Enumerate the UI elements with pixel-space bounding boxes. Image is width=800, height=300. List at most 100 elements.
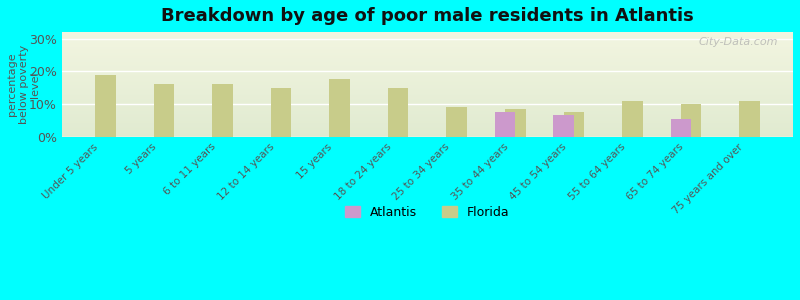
- Bar: [62, 95, 793, 96]
- Bar: [62, 78, 793, 79]
- Bar: [494, 112, 515, 137]
- Bar: [62, 55, 793, 56]
- Bar: [62, 67, 793, 68]
- Bar: [62, 111, 793, 112]
- Bar: [62, 76, 793, 77]
- Bar: [62, 46, 793, 47]
- Bar: [62, 47, 793, 48]
- Bar: [622, 101, 642, 137]
- Bar: [62, 83, 793, 84]
- Bar: [62, 72, 793, 73]
- Bar: [62, 93, 793, 94]
- Bar: [62, 112, 793, 113]
- Bar: [62, 107, 793, 109]
- Bar: [62, 120, 793, 121]
- Bar: [62, 110, 793, 111]
- Bar: [564, 112, 584, 137]
- Bar: [62, 103, 793, 104]
- Y-axis label: percentage
below poverty
level: percentage below poverty level: [7, 45, 40, 124]
- Bar: [62, 52, 793, 53]
- Bar: [62, 116, 793, 117]
- Text: City-Data.com: City-Data.com: [699, 37, 778, 47]
- Bar: [62, 125, 793, 126]
- Bar: [62, 118, 793, 119]
- Bar: [62, 121, 793, 122]
- Bar: [62, 36, 793, 37]
- Bar: [62, 130, 793, 131]
- Bar: [62, 39, 793, 41]
- Bar: [62, 134, 793, 135]
- Bar: [62, 82, 793, 83]
- Bar: [62, 96, 793, 97]
- Bar: [681, 104, 702, 137]
- Bar: [62, 48, 793, 49]
- Bar: [62, 57, 793, 58]
- Bar: [62, 71, 793, 72]
- Bar: [62, 88, 793, 90]
- Bar: [62, 58, 793, 59]
- Bar: [62, 60, 793, 62]
- Bar: [62, 74, 793, 75]
- Bar: [62, 124, 793, 125]
- Bar: [62, 64, 793, 66]
- Bar: [62, 127, 793, 128]
- Bar: [62, 97, 793, 98]
- Bar: [62, 45, 793, 46]
- Bar: [62, 41, 793, 43]
- Bar: [62, 34, 793, 35]
- Bar: [62, 66, 793, 67]
- Bar: [62, 100, 793, 101]
- Bar: [670, 119, 691, 137]
- Bar: [62, 68, 793, 69]
- Bar: [62, 133, 793, 134]
- Bar: [62, 90, 793, 91]
- Bar: [62, 51, 793, 52]
- Bar: [62, 123, 793, 124]
- Bar: [62, 122, 793, 123]
- Bar: [62, 104, 793, 105]
- Bar: [739, 101, 760, 137]
- Bar: [62, 38, 793, 39]
- Bar: [62, 79, 793, 80]
- Bar: [62, 101, 793, 102]
- Bar: [62, 69, 793, 70]
- Bar: [62, 33, 793, 34]
- Bar: [554, 116, 574, 137]
- Bar: [62, 136, 793, 137]
- Bar: [62, 113, 793, 114]
- Bar: [62, 70, 793, 71]
- Bar: [62, 56, 793, 57]
- Bar: [62, 44, 793, 45]
- Bar: [212, 84, 233, 137]
- Bar: [62, 128, 793, 129]
- Bar: [62, 32, 793, 33]
- Bar: [62, 37, 793, 38]
- Bar: [62, 99, 793, 100]
- Bar: [62, 54, 793, 55]
- Title: Breakdown by age of poor male residents in Atlantis: Breakdown by age of poor male residents …: [161, 7, 694, 25]
- Bar: [62, 115, 793, 116]
- Bar: [505, 109, 526, 137]
- Bar: [62, 81, 793, 82]
- Bar: [270, 88, 291, 137]
- Bar: [62, 75, 793, 76]
- Bar: [62, 84, 793, 86]
- Bar: [388, 88, 409, 137]
- Bar: [62, 102, 793, 103]
- Bar: [62, 80, 793, 81]
- Bar: [62, 49, 793, 50]
- Bar: [62, 106, 793, 107]
- Bar: [62, 85, 793, 86]
- Bar: [62, 92, 793, 93]
- Bar: [62, 129, 793, 130]
- Bar: [62, 59, 793, 60]
- Bar: [62, 91, 793, 92]
- Bar: [62, 94, 793, 95]
- Bar: [62, 126, 793, 127]
- Bar: [446, 107, 467, 137]
- Bar: [62, 62, 793, 64]
- Bar: [62, 109, 793, 110]
- Bar: [62, 131, 793, 133]
- Bar: [62, 98, 793, 99]
- Bar: [62, 86, 793, 88]
